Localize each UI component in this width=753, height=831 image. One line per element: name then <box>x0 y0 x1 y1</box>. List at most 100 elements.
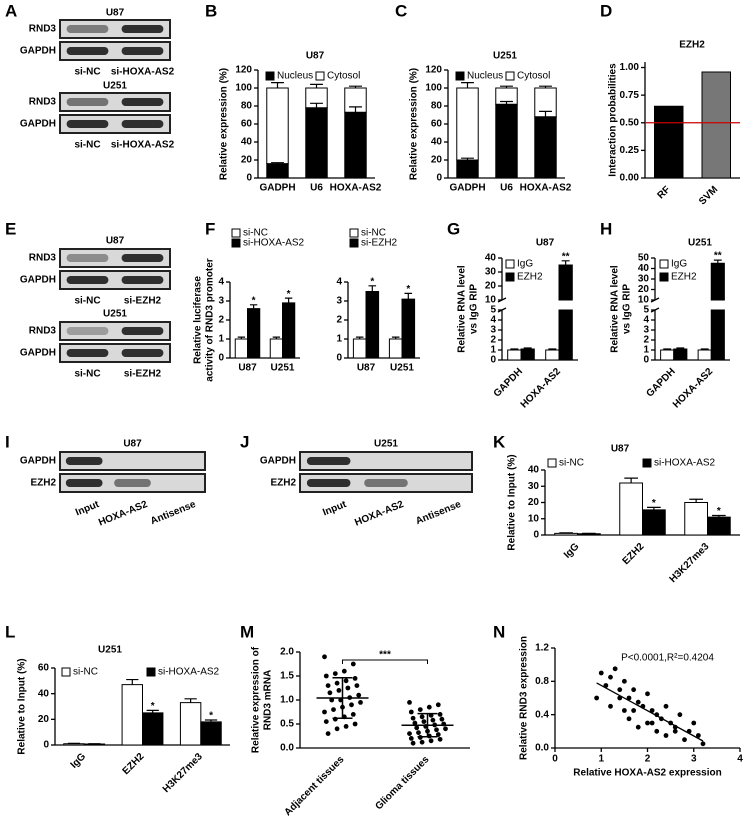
annotation: P<0.0001,R²=0.4204 <box>621 653 714 664</box>
x-tick-label: 2 <box>645 754 651 765</box>
legend-swatch <box>505 259 515 269</box>
significance: * <box>652 498 656 509</box>
error-bar <box>349 106 362 113</box>
bar <box>710 262 725 361</box>
bar <box>545 349 560 361</box>
panel-letter: M <box>240 622 254 641</box>
legend-label: si-HOXA-AS2 <box>158 667 220 678</box>
data-point <box>345 685 351 691</box>
data-point <box>407 731 412 736</box>
y-tick-label: 40 <box>241 137 253 148</box>
data-point <box>682 737 687 743</box>
blot-lane-label: si-EZH2 <box>124 296 162 307</box>
y-axis-label: Relative to Input (%) <box>507 454 518 550</box>
bars <box>352 291 416 359</box>
y-tick-label: 5 <box>490 305 496 316</box>
bar <box>282 302 296 359</box>
data-point <box>417 707 423 712</box>
y-axis-label: Relative expression (%) <box>409 68 420 180</box>
bar <box>654 105 684 179</box>
error-bar <box>689 498 703 503</box>
y-tick-label: 120 <box>425 65 442 76</box>
panel-letter: A <box>5 1 17 20</box>
x-axis-label: Relative HOXA-AS2 expression <box>573 768 721 779</box>
x-tick-label: EZH2 <box>121 751 147 777</box>
blot-band <box>121 47 164 55</box>
blot-frame <box>59 343 171 363</box>
legend-swatch <box>265 71 275 81</box>
error-bar <box>700 348 709 350</box>
blot-row-label: EZH2 <box>30 478 56 489</box>
bar <box>269 338 283 359</box>
x-tick-label: U87 <box>238 363 257 374</box>
panel-letter: K <box>493 432 506 451</box>
blot-row-label: RND3 <box>29 24 57 35</box>
chart-title: U251 <box>688 238 712 249</box>
y-axis-label: Relative to Input (%) <box>17 658 28 754</box>
blot-frame <box>59 92 171 112</box>
blot-band <box>66 98 109 106</box>
blot-band <box>121 98 164 106</box>
error-bar <box>184 698 197 703</box>
bar <box>558 264 573 361</box>
significance: *** <box>379 650 391 661</box>
blot-band <box>66 349 109 357</box>
bar <box>142 712 164 746</box>
bars <box>63 684 222 746</box>
bar <box>697 349 712 361</box>
x-tick-label: H3K27me3 <box>161 751 205 795</box>
y-axis-label: vs IgG RIP <box>622 284 633 334</box>
x-tick-label: GAPDH <box>492 366 525 399</box>
blot-band <box>121 254 164 262</box>
error-bar <box>676 347 685 349</box>
y-tick-label: 3 <box>643 325 649 336</box>
data-point <box>631 687 637 693</box>
error-bar <box>539 110 552 117</box>
y-tick-label: 20 <box>485 281 497 292</box>
bar <box>200 721 222 746</box>
chart-title: U87 <box>306 51 325 62</box>
panel-letter: G <box>447 219 460 238</box>
blot-frame <box>59 248 171 268</box>
blot-row-label: RND3 <box>29 326 57 337</box>
bar <box>534 116 557 179</box>
error-bars <box>461 82 552 160</box>
panel-letter: C <box>395 1 407 20</box>
y-tick-label: 60 <box>241 119 253 130</box>
data-point <box>608 703 613 709</box>
x-tick-label: HOXA-AS2 <box>330 183 382 194</box>
data-point <box>331 707 336 712</box>
blot-title: U251 <box>103 81 127 92</box>
y-tick-label: 0 <box>218 353 224 364</box>
blot-row-label: GAPDH <box>20 348 56 359</box>
y-tick-label: 20 <box>638 284 650 295</box>
blot-band <box>121 120 164 128</box>
data-point <box>437 736 443 742</box>
y-tick-label: 0.8 <box>535 676 549 687</box>
bar <box>344 87 367 113</box>
data-point <box>414 725 420 731</box>
y-tick-label: 1 <box>336 334 342 345</box>
legend-swatch <box>659 259 669 269</box>
bar <box>507 349 522 361</box>
data-point <box>621 678 627 684</box>
y-axis-label: Relative luciferase <box>193 276 204 364</box>
data-point <box>410 715 416 721</box>
data-point <box>412 720 418 726</box>
legend-swatch <box>547 458 557 468</box>
bar <box>701 71 731 179</box>
x-tick-label: U251 <box>271 363 295 374</box>
error-bars <box>355 285 413 339</box>
error-bar <box>461 82 474 88</box>
y-tick-label: 40 <box>38 688 50 699</box>
y-tick-label: 0 <box>643 355 649 366</box>
bar <box>266 87 289 165</box>
y-tick-label: 4 <box>643 315 649 326</box>
y-axis-label: Relative RNA level <box>610 265 621 353</box>
bar <box>495 103 518 179</box>
data-point <box>437 712 443 717</box>
legend-label: si-NC <box>559 458 584 469</box>
data-point <box>631 708 637 713</box>
y-tick-label: 20 <box>241 155 253 166</box>
y-axis-label: vs IgG RIP <box>469 284 480 334</box>
